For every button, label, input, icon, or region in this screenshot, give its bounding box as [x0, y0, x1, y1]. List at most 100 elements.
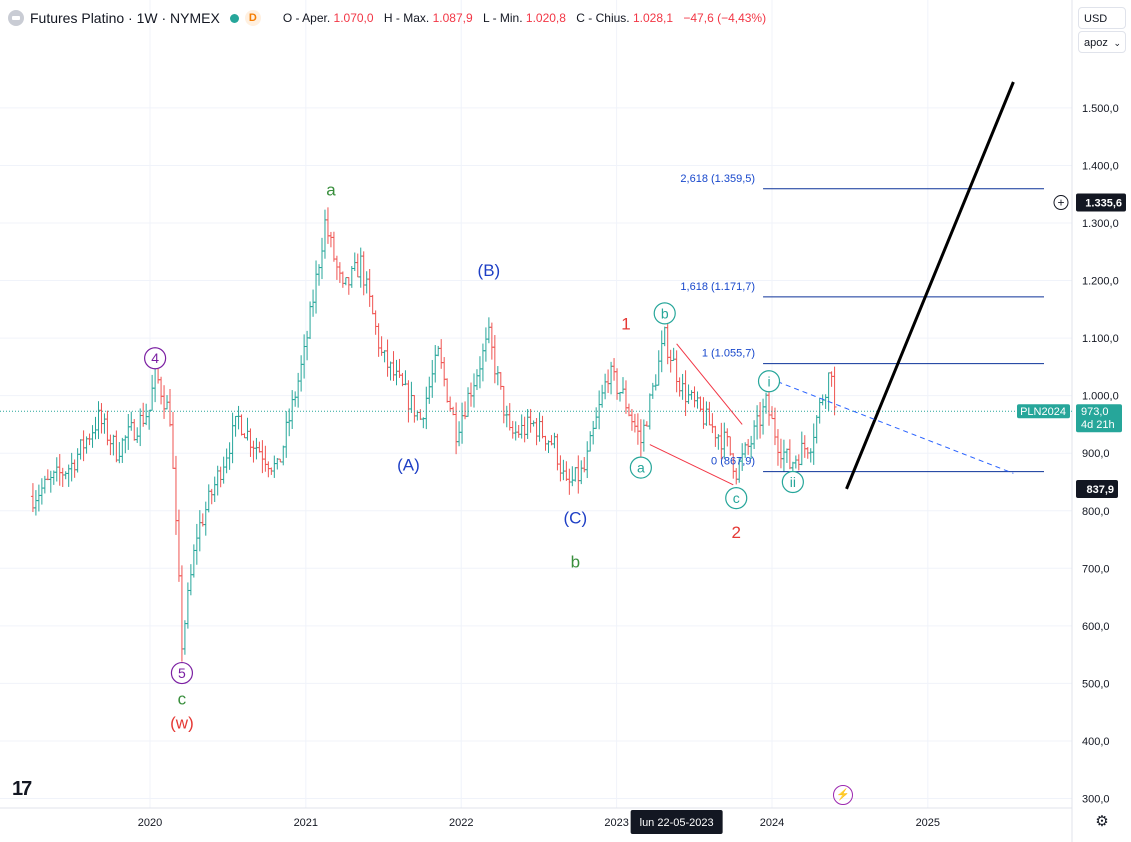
open-value: 1.070,0 [333, 11, 374, 25]
price-bar [552, 432, 557, 449]
wave-label-text: 4 [151, 350, 159, 366]
price-bar [746, 439, 751, 455]
wave-label-text: 2 [732, 523, 741, 542]
wedge-line [649, 444, 734, 486]
price-bar [823, 394, 828, 410]
symbol-tag-text: PLN2024 [1020, 406, 1066, 418]
price-tag-bg [1076, 479, 1118, 498]
price-bar [457, 421, 462, 447]
price-bar [373, 310, 378, 335]
price-bar [224, 448, 229, 474]
price-bar [60, 467, 65, 488]
fib-level-label: 0 (867,9) [711, 456, 755, 468]
data-badge[interactable]: D [244, 10, 261, 26]
open-label: O - Aper. [282, 11, 331, 25]
price-bar [245, 417, 250, 441]
countdown-value: 4d 21h [1081, 419, 1115, 431]
price-bar [147, 409, 152, 430]
price-bar [626, 403, 631, 417]
price-bar [677, 377, 682, 397]
price-bar [612, 358, 617, 381]
price-bar [355, 253, 360, 278]
price-bar [361, 251, 366, 296]
close-label: C - Chius. [576, 11, 630, 25]
price-tag-bg [1076, 193, 1126, 212]
y-tick-label: 800,0 [1082, 506, 1110, 518]
price-bar [436, 345, 441, 357]
fib-level-label: 2,618 (1.359,5) [680, 173, 755, 185]
price-bar [90, 425, 95, 448]
price-bar [466, 387, 471, 417]
price-bar [275, 458, 280, 470]
price-bar [99, 403, 104, 434]
price-bar [623, 380, 628, 414]
flash-icon[interactable]: ⚡ [833, 785, 853, 805]
fib-level-label: 1,618 (1.171,7) [680, 281, 755, 293]
chevron-down-icon: ⌄ [1113, 38, 1121, 48]
price-bar [415, 410, 420, 421]
price-bar [194, 523, 199, 565]
price-bar [230, 412, 235, 464]
price-bar [448, 396, 453, 412]
price-bar [367, 269, 372, 307]
y-tick-label: 900,0 [1082, 448, 1110, 460]
price-bar [474, 369, 479, 391]
settings-icon[interactable]: ⚙ [1095, 813, 1109, 830]
price-bar [96, 401, 101, 440]
price-bar [674, 350, 679, 393]
price-bar [832, 366, 837, 416]
price-bar [489, 322, 494, 360]
price-bar [772, 407, 777, 446]
price-bar [442, 357, 447, 387]
price-bar [492, 335, 497, 384]
price-bar [570, 466, 575, 487]
wave-label-circle [653, 302, 676, 325]
y-tick-label: 1.000,0 [1082, 391, 1119, 403]
price-bar [543, 435, 548, 451]
price-bar [382, 350, 387, 363]
price-bar [179, 565, 184, 662]
price-bar [331, 231, 336, 262]
price-bar [427, 376, 432, 404]
price-bar [719, 422, 724, 460]
price-bar [811, 423, 816, 465]
wave-label: 5 [170, 661, 194, 685]
wave-label: 4 [144, 347, 167, 370]
price-bar [251, 440, 256, 463]
price-bar [477, 356, 482, 389]
price-bar [385, 339, 390, 377]
price-bar [66, 464, 71, 487]
price-bar [39, 478, 44, 505]
price-bar [314, 260, 319, 314]
wave-label-text: a [637, 460, 645, 476]
price-bar [460, 402, 465, 444]
currency-select[interactable]: USD [1078, 7, 1126, 29]
price-bar [394, 359, 399, 386]
price-bar [707, 401, 712, 426]
price-bar [597, 390, 602, 430]
price-bar [653, 374, 658, 391]
price-bar [358, 247, 363, 288]
chart-title[interactable]: Futures Platino · 1W · NYMEX [30, 10, 220, 26]
scale-mode-value: apoz [1084, 37, 1108, 49]
wave-label-text: b [661, 305, 669, 321]
projection-line [768, 377, 1014, 474]
price-bar [266, 461, 271, 478]
price-bar [260, 440, 265, 474]
x-tick-label: 2025 [916, 817, 940, 829]
price-bar [173, 455, 178, 535]
price-bar [206, 484, 211, 513]
price-bar [641, 419, 646, 452]
price-bar [126, 414, 131, 450]
price-bar [808, 448, 813, 463]
price-bar [218, 466, 223, 488]
wave-label-circle [144, 347, 167, 370]
wave-label-circle [629, 456, 652, 479]
y-tick-label: 1.500,0 [1082, 103, 1119, 115]
scale-mode-select[interactable]: apoz ⌄ [1078, 31, 1126, 53]
price-bar [483, 327, 488, 362]
price-bar [227, 442, 232, 470]
y-tick-label: 700,0 [1082, 563, 1110, 575]
tradingview-logo[interactable]: 17 [12, 778, 32, 800]
